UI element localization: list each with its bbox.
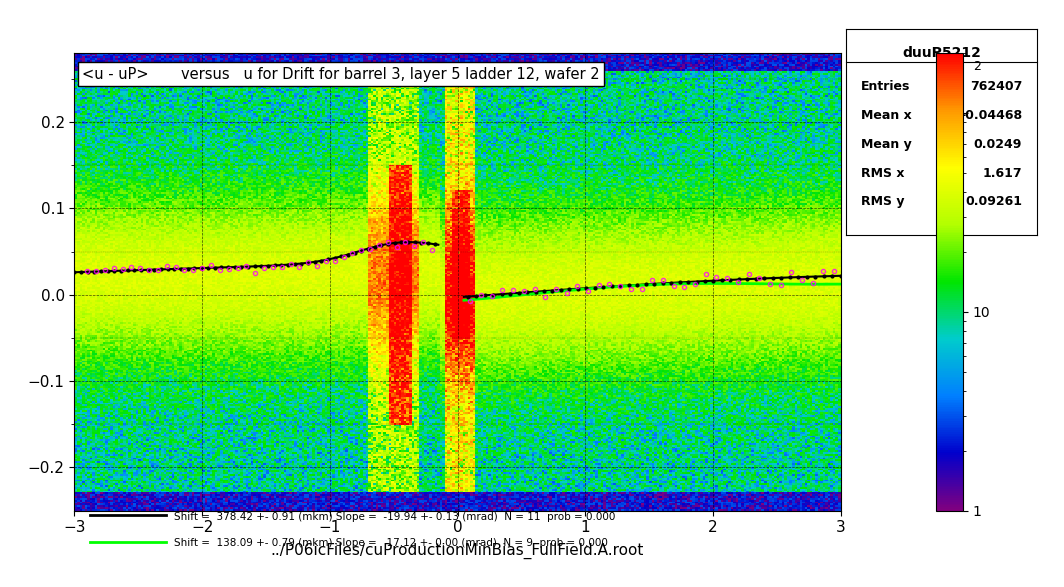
- X-axis label: ../P06icFiles/cuProductionMinBias_FullField.A.root: ../P06icFiles/cuProductionMinBias_FullFi…: [271, 542, 644, 559]
- Text: RMS x: RMS x: [861, 167, 904, 180]
- Text: 1.617: 1.617: [982, 167, 1023, 180]
- Text: Mean x: Mean x: [861, 109, 912, 122]
- Text: <u - uP>       versus   u for Drift for barrel 3, layer 5 ladder 12, wafer 2: <u - uP> versus u for Drift for barrel 3…: [82, 66, 600, 82]
- Text: -0.04468: -0.04468: [960, 109, 1023, 122]
- Text: Mean y: Mean y: [861, 138, 912, 151]
- Text: RMS y: RMS y: [861, 195, 904, 208]
- Text: 2: 2: [974, 60, 981, 73]
- Text: 0.0249: 0.0249: [974, 138, 1023, 151]
- Text: duuP5212: duuP5212: [902, 46, 981, 60]
- Text: 0.09261: 0.09261: [965, 195, 1023, 208]
- Text: Shift =  378.42 +- 0.91 (mkm) Slope =  -19.94 +- 0.13 (mrad)  N = 11  prob = 0.0: Shift = 378.42 +- 0.91 (mkm) Slope = -19…: [174, 512, 615, 522]
- Text: 762407: 762407: [969, 80, 1023, 93]
- Text: Entries: Entries: [861, 80, 911, 93]
- Text: Shift =  138.09 +- 0.79 (mkm) Slope =   17.12 +- 0.00 (mrad)  N = 9  prob = 0.00: Shift = 138.09 +- 0.79 (mkm) Slope = 17.…: [174, 538, 608, 548]
